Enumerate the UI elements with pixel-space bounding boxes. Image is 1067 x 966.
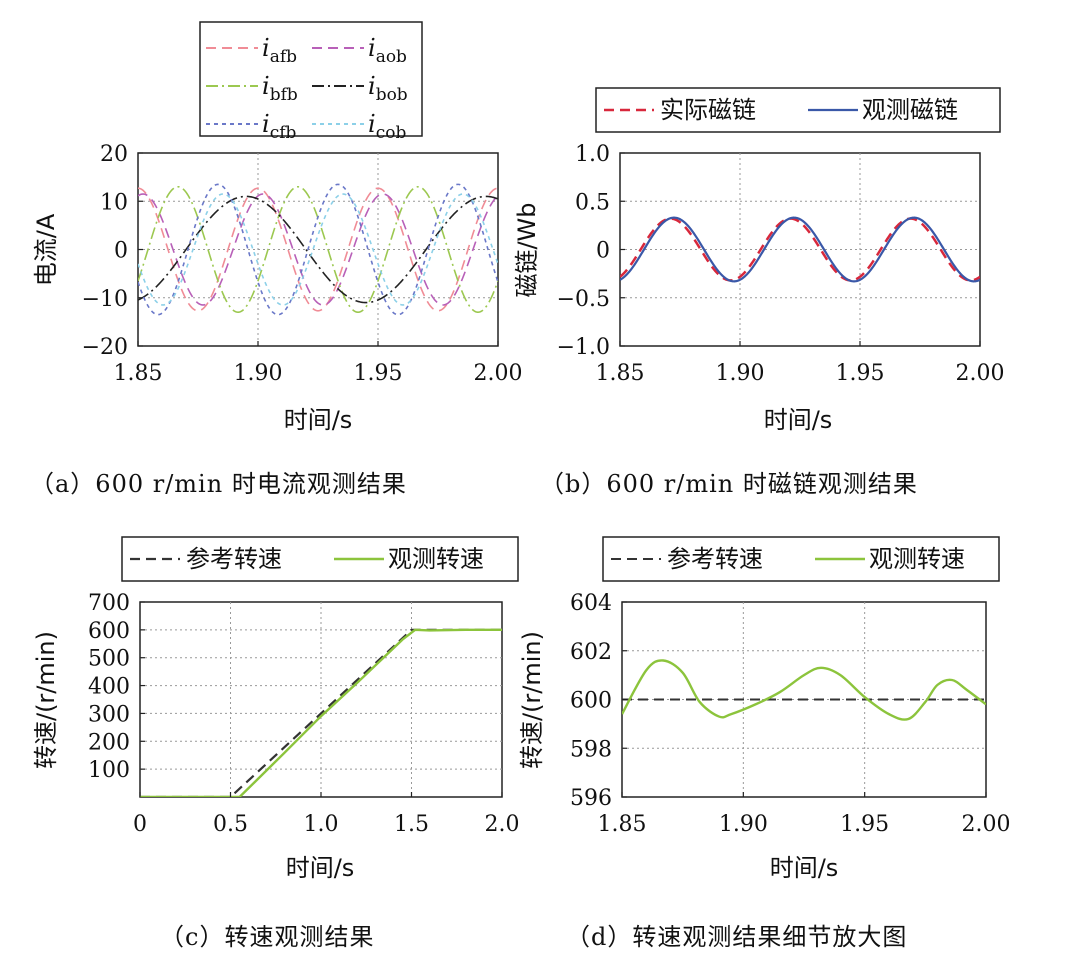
- y-tick-label: 500: [88, 647, 130, 672]
- panel-a-grid: [138, 153, 498, 346]
- x-tick-label: 1.95: [840, 812, 889, 837]
- panel-c-legend: 参考转速 观测转速: [130, 545, 484, 573]
- x-tick-label: 1.85: [114, 361, 163, 386]
- panel-d-legend: 参考转速 观测转速: [611, 545, 965, 573]
- panel-d-xlabel: 时间/s: [770, 854, 839, 882]
- panel-b-caption: （b）600 r/min 时磁链观测结果: [540, 470, 918, 498]
- x-tick-label: 1.95: [354, 361, 403, 386]
- series-line-s1: [622, 659, 986, 721]
- x-tick-label: 1.85: [596, 361, 645, 386]
- x-tick-label: 2.00: [956, 361, 1005, 386]
- panel-b-legend: 实际磁链 观测磁链: [604, 96, 958, 124]
- series-line-s1: [140, 628, 502, 797]
- y-tick-label: 200: [88, 730, 130, 755]
- panel-a-ylabel: 电流/A: [32, 213, 60, 286]
- legend-label: icfb: [262, 110, 297, 143]
- legend-label: 实际磁链: [660, 96, 756, 124]
- series-line-s1: [620, 216, 980, 283]
- legend-label: 参考转速: [186, 545, 282, 573]
- y-tick-label: 300: [88, 702, 130, 727]
- y-tick-label: 10: [100, 190, 128, 215]
- series-line-afb: [138, 187, 498, 312]
- y-tick-label: 0: [596, 239, 610, 264]
- x-tick-label: 1.0: [304, 812, 339, 837]
- legend-label: ibob: [368, 72, 408, 105]
- legend-label: icob: [368, 110, 406, 143]
- y-tick-label: 400: [88, 675, 130, 700]
- panel-b: 实际磁链 观测磁链 1.85 1.90 1.95 2.00 1.0 0.5 0 −0.5 −1.0…: [513, 87, 1005, 498]
- x-tick-label: 1.90: [719, 812, 768, 837]
- panel-d-caption: （d）转速观测结果细节放大图: [566, 923, 907, 951]
- panel-d-ylabel: 转速/(r/min): [518, 631, 546, 769]
- legend-label: 观测转速: [869, 545, 965, 573]
- x-tick-label: 0: [133, 812, 147, 837]
- legend-label: 观测磁链: [862, 96, 958, 124]
- legend-label: ibfb: [262, 72, 298, 105]
- y-tick-label: 604: [570, 591, 612, 616]
- panel-a-legend: iafb iaob ibfb ibob icfb icob: [206, 34, 408, 143]
- panel-d-series: [622, 659, 986, 721]
- y-tick-label: 100: [88, 758, 130, 783]
- panel-c-legend-box: [121, 536, 519, 582]
- panel-c-xlabel: 时间/s: [286, 854, 355, 882]
- series-line-bob: [138, 195, 498, 304]
- panel-d-ticks: 1.85 1.90 1.95 2.00 604 602 600 598 596: [570, 591, 1010, 837]
- y-tick-label: 600: [570, 689, 612, 714]
- x-tick-label: 0.5: [213, 812, 248, 837]
- y-tick-label: 0.5: [575, 190, 610, 215]
- legend-label: iaob: [368, 34, 407, 67]
- legend-label: 参考转速: [667, 545, 763, 573]
- legend-label: iafb: [262, 34, 297, 67]
- panel-c-caption: （c）转速观测结果: [160, 923, 374, 951]
- panel-a-legend-box: [199, 21, 423, 137]
- x-tick-label: 2.00: [962, 812, 1011, 837]
- panel-b-grid: [620, 153, 980, 346]
- y-tick-label: 1.0: [575, 142, 610, 167]
- panel-a-ticks: 1.85 1.90 1.95 2.00 20 10 0 −10 −20: [82, 142, 523, 386]
- y-tick-label: 0: [114, 239, 128, 264]
- y-tick-label: 602: [570, 640, 612, 665]
- panel-c-ylabel: 转速/(r/min): [32, 631, 60, 769]
- y-tick-label: 600: [88, 619, 130, 644]
- y-tick-label: 598: [570, 737, 612, 762]
- x-tick-label: 2.00: [474, 361, 523, 386]
- panel-b-xlabel: 时间/s: [764, 406, 833, 434]
- panel-a: iafb iaob ibfb ibob icfb icob 1.85 1.90 1.95 2.0…: [30, 21, 523, 498]
- panel-d-legend-box: [602, 536, 1000, 582]
- x-tick-label: 1.95: [836, 361, 885, 386]
- y-tick-label: −10: [82, 287, 128, 312]
- y-tick-label: 596: [570, 786, 612, 811]
- panel-a-xlabel: 时间/s: [284, 406, 353, 434]
- x-tick-label: 1.90: [716, 361, 765, 386]
- series-line-cob: [138, 193, 498, 306]
- x-tick-label: 1.5: [394, 812, 429, 837]
- x-tick-label: 1.90: [234, 361, 283, 386]
- y-tick-label: −20: [82, 335, 128, 360]
- y-tick-label: 20: [100, 142, 128, 167]
- x-tick-label: 1.85: [598, 812, 647, 837]
- panel-a-series: [138, 183, 498, 316]
- series-line-aob: [138, 193, 498, 306]
- panel-d: 参考转速 观测转速 1.85 1.90 1.95 2.00 604 602 600 598 596…: [518, 536, 1010, 951]
- panel-b-ylabel: 磁链/Wb: [513, 202, 541, 297]
- x-tick-label: 2.0: [485, 812, 520, 837]
- panel-b-series: [620, 216, 980, 283]
- panel-b-legend-box: [595, 87, 1001, 133]
- series-line-s0: [140, 628, 502, 797]
- panel-a-caption: （a）600 r/min 时电流观测结果: [30, 470, 407, 498]
- legend-label: 观测转速: [388, 545, 484, 573]
- panel-c-plot-area: [139, 601, 503, 798]
- panel-b-ticks: 1.85 1.90 1.95 2.00 1.0 0.5 0 −0.5 −1.0: [557, 142, 1005, 386]
- series-line-s0: [620, 217, 980, 282]
- panel-c-series: [140, 628, 502, 797]
- y-tick-label: −1.0: [557, 335, 610, 360]
- y-tick-label: −0.5: [557, 287, 610, 312]
- y-tick-label: 700: [88, 591, 130, 616]
- series-line-cfb: [138, 183, 498, 316]
